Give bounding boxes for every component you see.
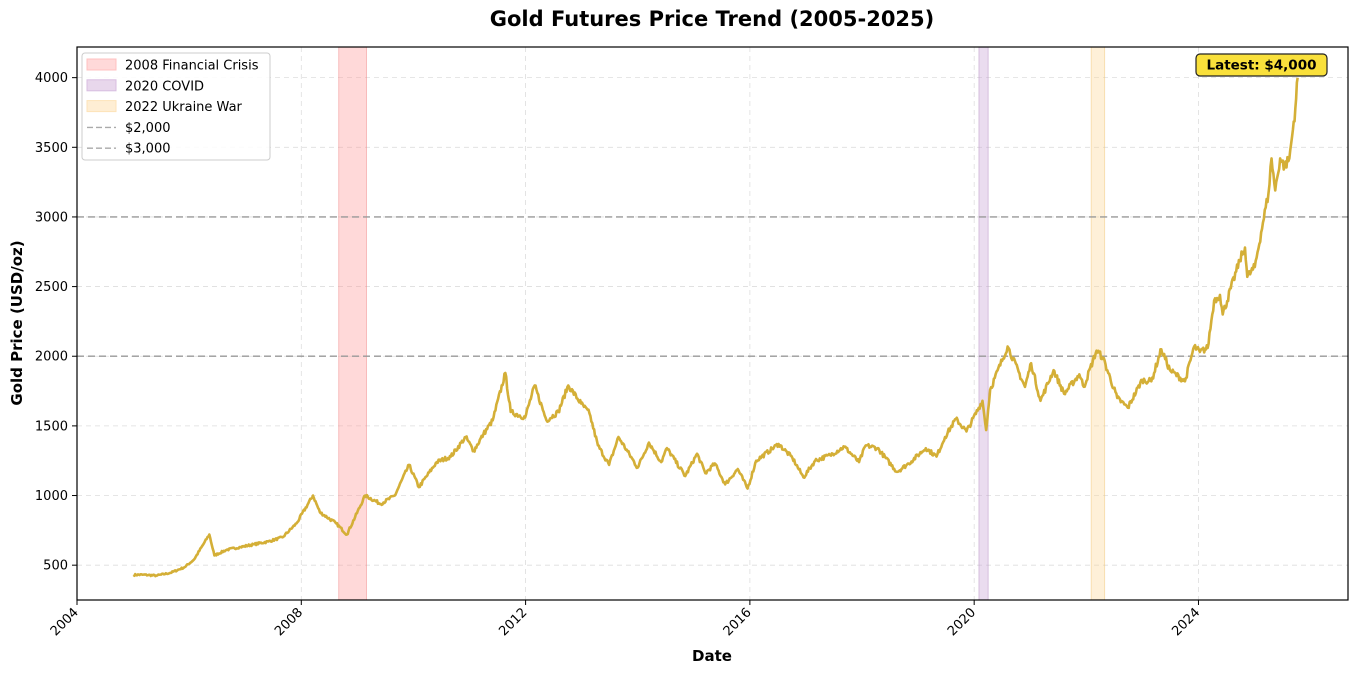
price-series <box>132 77 1299 578</box>
y-tick-label: 1500 <box>35 419 68 434</box>
legend-box <box>81 52 271 161</box>
annotation-box <box>1195 53 1328 77</box>
legend-label: $2,000 <box>125 121 171 136</box>
shaded-period <box>1090 46 1106 601</box>
y-tick-label: 4000 <box>35 71 68 86</box>
legend-label: 2020 COVID <box>125 79 204 94</box>
legend-swatch <box>86 100 117 113</box>
x-tick-label: 2004 <box>48 605 82 639</box>
x-axis-label: Date <box>692 647 732 665</box>
chart-title: Gold Futures Price Trend (2005-2025) <box>490 7 935 31</box>
annotation-text: Latest: $4,000 <box>1206 58 1316 74</box>
legend-label: 2008 Financial Crisis <box>125 59 259 74</box>
shaded-period <box>978 46 989 601</box>
latest-price-annotation: Latest: $4,000 <box>1195 53 1328 77</box>
legend: 2008 Financial Crisis 2020 COVID 2022 Ukra… <box>81 52 271 161</box>
y-axis-label: Gold Price (USD/oz) <box>8 240 26 405</box>
y-tick-label: 2500 <box>35 280 68 295</box>
x-tick-label: 2024 <box>1169 605 1203 639</box>
legend-label: 2022 Ukraine War <box>125 100 243 115</box>
x-axis-ticks: 2004 2008 2012 2016 2020 2024 <box>48 600 1203 639</box>
legend-swatch <box>86 58 117 71</box>
x-tick-label: 2020 <box>945 605 979 639</box>
y-axis-ticks: 500 1000 1500 2000 2500 3000 3500 4000 <box>35 71 77 574</box>
legend-swatch <box>86 79 117 92</box>
legend-label: $3,000 <box>125 142 171 157</box>
shaded-periods <box>338 46 1106 601</box>
y-tick-label: 1000 <box>35 489 68 504</box>
shaded-period <box>338 46 367 601</box>
reference-lines <box>77 216 1348 357</box>
x-tick-label: 2008 <box>272 605 306 639</box>
x-tick-label: 2012 <box>496 605 530 639</box>
x-tick-label: 2016 <box>721 605 755 639</box>
price-line <box>132 77 1299 578</box>
y-tick-label: 500 <box>43 559 68 574</box>
plot-frame <box>76 46 1349 601</box>
y-tick-label: 3000 <box>35 210 68 225</box>
y-tick-label: 2000 <box>35 350 68 365</box>
y-tick-label: 3500 <box>35 141 68 156</box>
